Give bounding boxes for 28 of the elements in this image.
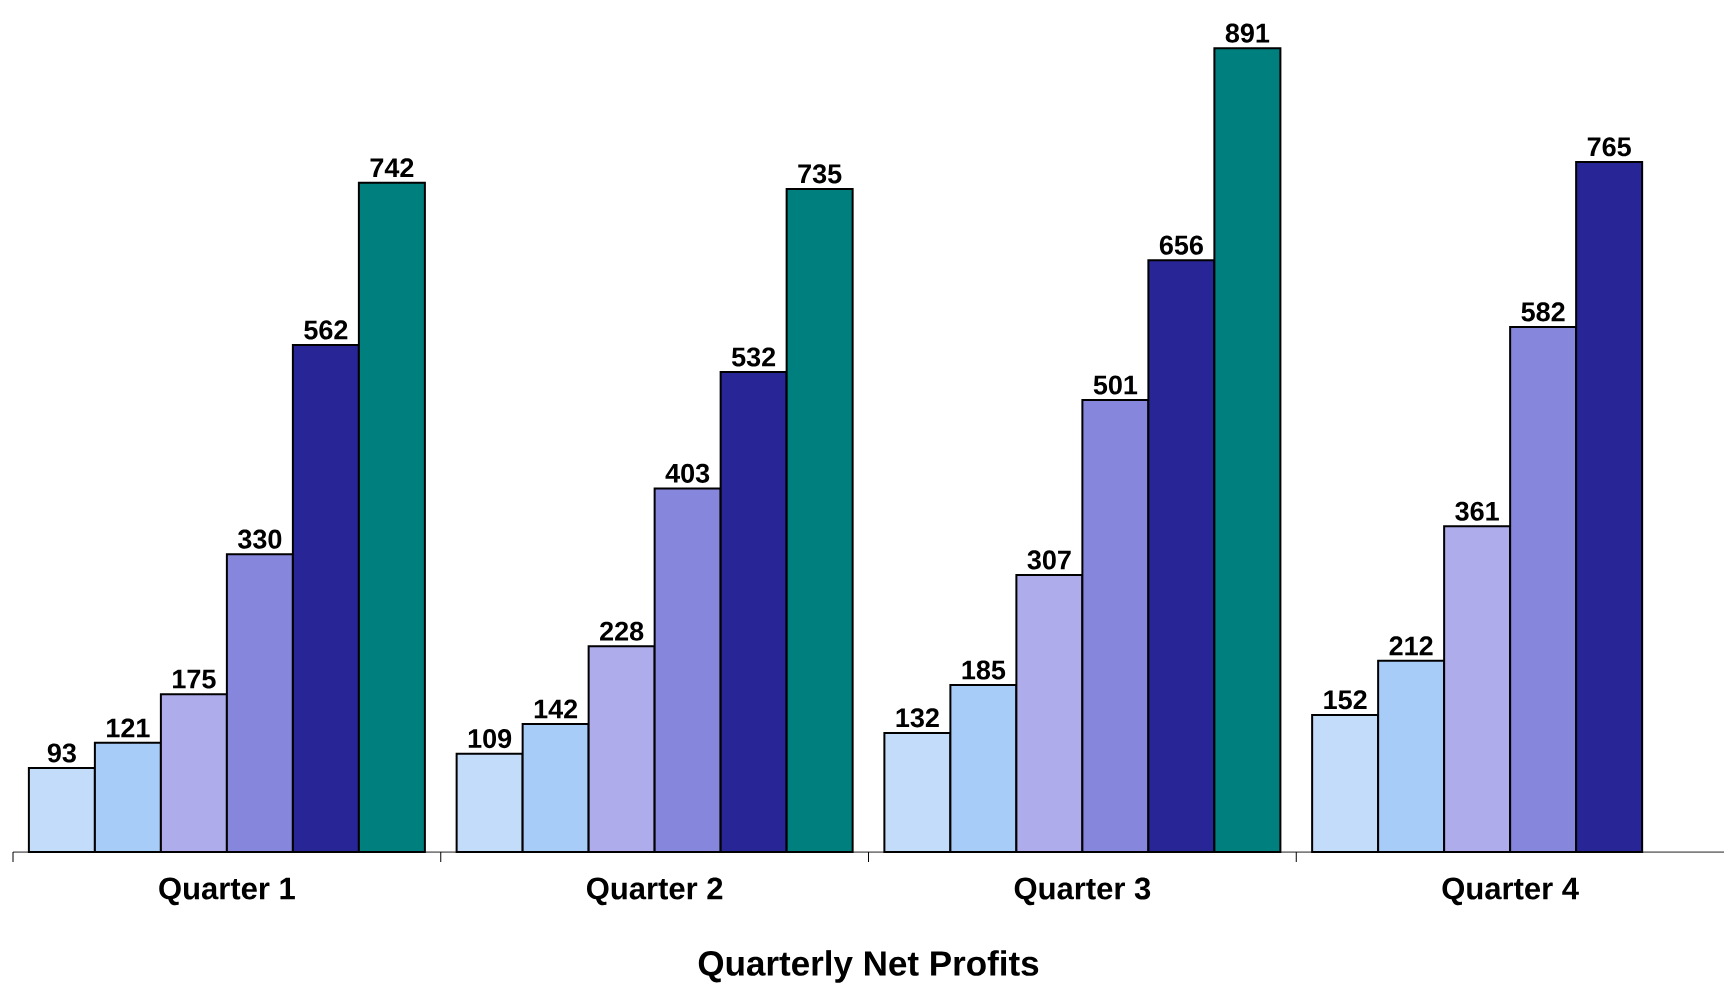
data-label: 735 <box>798 164 842 184</box>
data-label: 93 <box>47 743 76 763</box>
data-label: 656 <box>1159 235 1203 255</box>
data-label: 132 <box>896 708 939 728</box>
x-tick-label: Quarter 1 <box>159 877 295 906</box>
data-label: 185 <box>962 660 1006 680</box>
x-tick-label: Quarter 2 <box>586 877 723 906</box>
data-label: 228 <box>600 621 644 641</box>
data-label: 175 <box>173 669 216 689</box>
x-tick-label: Quarter 4 <box>1442 877 1579 906</box>
data-label: 891 <box>1225 23 1270 43</box>
data-label: 212 <box>1389 636 1433 656</box>
data-label: 501 <box>1093 375 1138 395</box>
data-label: 330 <box>237 529 282 549</box>
data-label: 532 <box>731 347 776 367</box>
data-label: 582 <box>1521 302 1565 322</box>
data-label: 403 <box>665 463 710 483</box>
x-axis-title: Quarterly Net Profits <box>698 950 1039 983</box>
data-label: 142 <box>534 699 578 719</box>
data-label: 742 <box>370 158 414 178</box>
data-label: 361 <box>1455 501 1499 521</box>
data-label: 121 <box>107 718 150 738</box>
data-label: 765 <box>1587 137 1631 157</box>
x-tick-label: Quarter 3 <box>1014 877 1151 906</box>
data-label: 562 <box>304 320 348 340</box>
data-label: 307 <box>1027 550 1071 570</box>
data-label: 152 <box>1324 690 1367 710</box>
data-label: 109 <box>468 729 512 749</box>
